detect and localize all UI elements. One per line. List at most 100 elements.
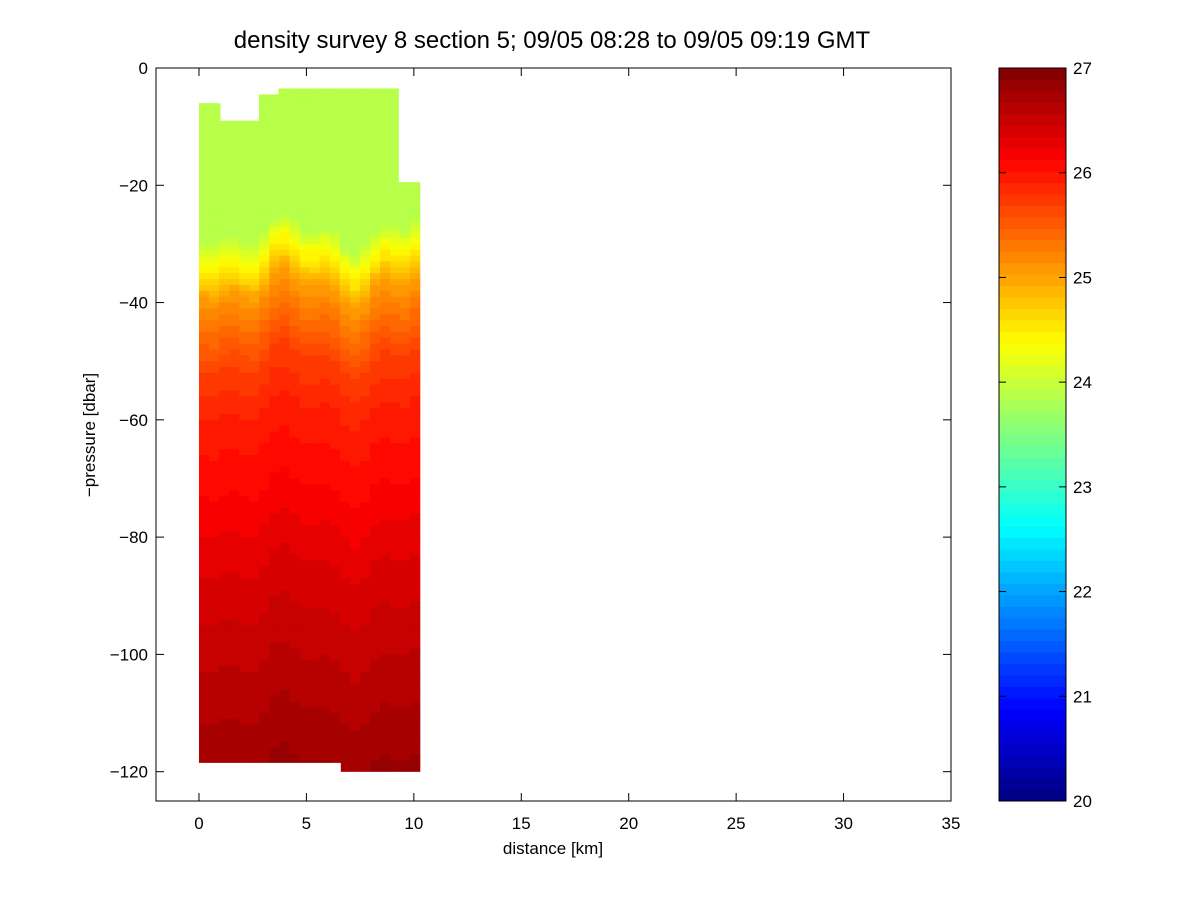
heatmap-cell	[239, 185, 250, 192]
heatmap-cell	[259, 613, 270, 620]
heatmap-cell	[410, 613, 421, 620]
heatmap-cell	[279, 531, 291, 538]
heatmap-cell	[320, 68, 331, 74]
heatmap-cell	[249, 666, 260, 673]
heatmap-cell	[249, 589, 260, 597]
heatmap-cell	[239, 396, 250, 403]
heatmap-cell	[349, 537, 361, 544]
heatmap-cell	[319, 572, 331, 579]
heatmap-cell	[390, 284, 401, 292]
heatmap-cell	[309, 349, 321, 356]
heatmap-cell	[349, 630, 361, 638]
heatmap-cell	[209, 326, 220, 333]
heatmap-cell	[319, 560, 331, 568]
heatmap-cell	[259, 437, 270, 444]
heatmap-cell	[349, 648, 361, 655]
heatmap-cell	[299, 355, 311, 362]
heatmap-cell	[229, 296, 240, 304]
heatmap-cell	[309, 625, 321, 632]
heatmap-cell	[259, 214, 270, 222]
heatmap-cell	[269, 68, 280, 74]
heatmap-cell	[319, 261, 331, 268]
heatmap-cell	[299, 320, 311, 327]
heatmap-cell	[319, 589, 331, 597]
heatmap-cell	[359, 320, 371, 327]
heatmap-cell	[309, 155, 321, 163]
heatmap-cell	[219, 349, 230, 356]
heatmap-cell	[359, 314, 371, 321]
heatmap-cell	[349, 419, 361, 427]
heatmap-cell	[199, 765, 210, 772]
heatmap-cell	[359, 683, 371, 691]
heatmap-cell	[289, 754, 301, 761]
heatmap-cell	[299, 413, 311, 421]
heatmap-cell	[259, 572, 270, 579]
heatmap-cell	[400, 607, 411, 614]
heatmap-cell	[400, 754, 411, 761]
colorbar-swatch	[999, 732, 1066, 745]
heatmap-cell	[410, 320, 421, 327]
heatmap-cell	[269, 707, 281, 714]
heatmap-cell	[309, 167, 321, 175]
heatmap-cell	[349, 337, 361, 345]
heatmap-cell	[279, 460, 291, 468]
heatmap-cell	[400, 455, 411, 462]
heatmap-cell	[249, 197, 260, 204]
heatmap-cell	[359, 173, 371, 181]
heatmap-cell	[339, 537, 351, 544]
heatmap-cell	[289, 355, 301, 362]
heatmap-cell	[400, 671, 411, 679]
heatmap-cell	[209, 120, 220, 128]
heatmap-cell	[329, 630, 341, 638]
heatmap-cell	[329, 689, 341, 697]
heatmap-cell	[349, 490, 361, 497]
heatmap-cell	[199, 701, 210, 708]
heatmap-cell	[279, 88, 291, 93]
heatmap-cell	[299, 296, 311, 304]
heatmap-cell	[219, 326, 230, 333]
heatmap-cell	[380, 630, 391, 638]
heatmap-cell	[410, 413, 421, 421]
heatmap-cell	[319, 343, 331, 351]
colorbar-swatch	[999, 228, 1066, 241]
heatmap-cell	[279, 185, 291, 192]
heatmap-cell	[239, 683, 250, 691]
heatmap-cell	[359, 613, 371, 620]
heatmap-cell	[259, 578, 270, 585]
heatmap-cell	[390, 431, 401, 439]
heatmap-cell	[359, 103, 371, 110]
heatmap-cell	[390, 607, 401, 614]
heatmap-cell	[249, 191, 260, 198]
heatmap-cell	[319, 619, 331, 626]
heatmap-cell	[209, 91, 220, 98]
heatmap-cell	[249, 601, 260, 609]
heatmap-cell	[289, 390, 301, 397]
heatmap-cell	[339, 202, 351, 210]
heatmap-cell	[199, 220, 210, 227]
heatmap-cell	[390, 390, 401, 397]
heatmap-cell	[279, 613, 291, 620]
heatmap-cell	[249, 161, 260, 169]
heatmap-cell	[239, 455, 250, 462]
heatmap-cell	[249, 759, 260, 767]
heatmap-cell	[380, 730, 391, 738]
heatmap-cell	[369, 472, 381, 480]
heatmap-cell	[390, 290, 401, 298]
heatmap-cell	[390, 513, 401, 521]
heatmap-cell	[329, 636, 341, 644]
heatmap-cell	[289, 296, 301, 304]
heatmap-cell	[229, 408, 240, 415]
heatmap-cell	[320, 74, 331, 80]
heatmap-cell	[390, 279, 401, 286]
heatmap-cell	[400, 736, 411, 743]
heatmap-cell	[259, 771, 270, 772]
heatmap-cell	[390, 642, 401, 650]
heatmap-cell	[229, 161, 240, 169]
heatmap-cell	[319, 197, 331, 204]
heatmap-cell	[239, 771, 250, 772]
heatmap-cell	[309, 173, 321, 181]
heatmap-cell	[289, 490, 301, 497]
heatmap-cell	[339, 138, 351, 145]
heatmap-cell	[390, 730, 401, 738]
heatmap-cell	[249, 689, 260, 697]
